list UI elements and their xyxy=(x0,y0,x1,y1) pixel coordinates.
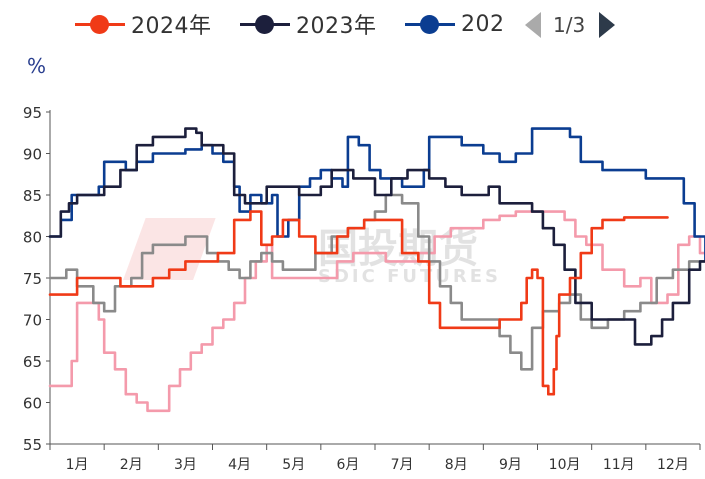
x-tick-label: 5月 xyxy=(282,457,305,473)
y-tick-label: 60 xyxy=(23,395,42,413)
legend-2023-line-icon xyxy=(240,14,290,34)
x-tick-label: 12月 xyxy=(657,457,689,473)
legend-2024-line-icon xyxy=(75,14,125,34)
series-line-3 xyxy=(48,210,705,413)
x-tick-label: 3月 xyxy=(174,457,197,473)
x-tick-label: 11月 xyxy=(603,457,635,473)
next-page-arrow-icon[interactable] xyxy=(599,12,616,38)
y-tick-label: 90 xyxy=(23,146,42,164)
series-line-1 xyxy=(48,127,705,346)
x-tick-label: 8月 xyxy=(445,457,468,473)
legend-2024-label: 2024年 xyxy=(131,14,212,39)
y-tick-label: 85 xyxy=(23,187,42,205)
y-tick-label: 75 xyxy=(23,270,42,288)
legend-item-202[interactable]: 202 xyxy=(405,9,505,39)
prev-page-arrow-icon[interactable] xyxy=(525,12,541,38)
legend-202-line-icon xyxy=(405,14,455,34)
y-tick-label: 95 xyxy=(23,104,42,122)
y-axis-unit-label: % xyxy=(27,54,47,78)
y-tick-label: 65 xyxy=(23,353,42,371)
x-tick-label: 10月 xyxy=(549,457,581,473)
legend-item-2024[interactable]: 2024年 xyxy=(75,9,212,39)
legend-page-indicator: 1/3 xyxy=(553,13,586,37)
x-tick-label: 9月 xyxy=(499,457,522,473)
watermark-en-text: SDIC FUTURES xyxy=(318,266,501,287)
legend-item-2023[interactable]: 2023年 xyxy=(240,9,377,39)
x-tick-label: 1月 xyxy=(66,457,89,473)
series-line-0 xyxy=(48,210,669,396)
watermark-logo-icon xyxy=(123,218,216,280)
x-tick-label: 7月 xyxy=(391,457,414,473)
y-tick-label: 70 xyxy=(23,312,42,330)
legend-pager: 1/3 xyxy=(525,10,616,40)
legend-202-label: 202 xyxy=(461,11,505,37)
legend-2023-label: 2023年 xyxy=(296,14,377,39)
series-line-2 xyxy=(48,127,705,263)
x-tick-label: 6月 xyxy=(336,457,359,473)
x-tick-label: 2月 xyxy=(120,457,143,473)
y-tick-label: 55 xyxy=(23,436,42,454)
x-tick-label: 4月 xyxy=(228,457,251,473)
legend: 2024年 2023年 202 1/3 xyxy=(0,0,705,50)
y-tick-label: 80 xyxy=(23,229,42,247)
